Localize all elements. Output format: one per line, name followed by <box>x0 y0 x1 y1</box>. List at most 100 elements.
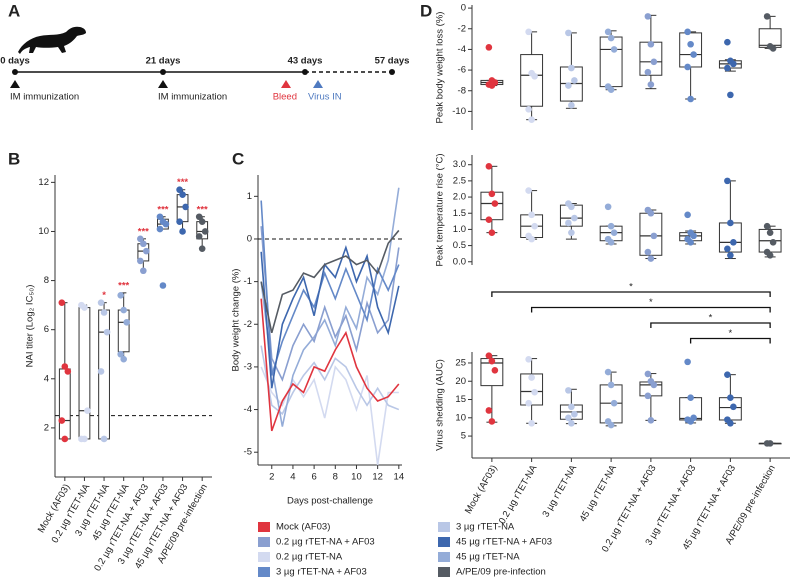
data-point <box>727 419 734 427</box>
x-tick-label: 2 <box>269 472 274 483</box>
y-axis-label: Body weight change (%) <box>231 269 242 372</box>
legend-swatch <box>438 567 450 577</box>
box <box>520 54 544 107</box>
event-label: Bleed <box>273 92 297 103</box>
ferret-icon <box>18 26 86 54</box>
data-point <box>81 435 88 443</box>
y-tick-label: 2.5 <box>453 175 466 186</box>
data-point <box>690 51 697 58</box>
data-point <box>571 77 578 84</box>
series-line <box>260 229 400 334</box>
y-tick-label: 20 <box>455 376 466 387</box>
series-line <box>260 244 400 389</box>
data-point <box>568 419 575 427</box>
y-tick-label: 1 <box>247 191 252 202</box>
data-point <box>644 13 652 20</box>
y-tick-label: -2 <box>458 23 466 34</box>
data-point <box>568 403 575 411</box>
data-point <box>724 371 731 378</box>
data-point <box>97 368 105 375</box>
legend-swatch <box>438 522 450 532</box>
data-point <box>607 222 615 230</box>
timeline-day: 21 days <box>146 56 181 67</box>
y-tick-label: 10 <box>455 412 466 423</box>
timeline-day: 0 days <box>0 56 30 67</box>
significance-label: * <box>729 328 733 339</box>
data-point <box>684 28 691 36</box>
y-tick-label: 3.0 <box>453 159 466 170</box>
data-point <box>488 82 496 89</box>
y-tick-label: 12 <box>38 177 49 188</box>
series-line <box>260 200 400 376</box>
data-point <box>488 229 496 236</box>
data-point <box>103 328 111 336</box>
data-point <box>528 116 535 123</box>
data-point <box>179 191 186 198</box>
data-point <box>491 366 499 374</box>
data-point <box>81 304 88 311</box>
x-tick-label: 0.2 µg rTET-NA <box>497 463 540 526</box>
data-point <box>176 218 183 225</box>
data-point <box>97 299 105 306</box>
series-line <box>260 345 400 416</box>
significance-label: *** <box>197 204 208 215</box>
data-point <box>198 245 206 252</box>
data-point <box>610 229 618 236</box>
data-point <box>727 394 734 401</box>
data-point <box>607 239 615 246</box>
data-point <box>120 355 127 363</box>
data-point <box>644 370 652 378</box>
data-point <box>140 267 147 275</box>
data-point <box>687 40 694 48</box>
legend-label: 3 µg rTET-NA <box>456 522 515 533</box>
data-point <box>647 255 655 262</box>
event-marker <box>10 80 20 88</box>
data-point <box>687 95 694 103</box>
event-label: Virus IN <box>308 92 342 103</box>
box <box>718 397 742 421</box>
data-point <box>727 251 734 259</box>
x-axis-label: Days post-challenge <box>287 496 373 507</box>
data-point <box>176 186 183 194</box>
data-point <box>724 64 731 72</box>
y-tick-label: 5 <box>461 431 466 442</box>
data-point <box>488 418 496 425</box>
data-point <box>123 319 130 326</box>
data-point <box>491 200 499 207</box>
data-point <box>485 352 493 359</box>
data-point <box>162 220 170 228</box>
data-point <box>607 34 615 42</box>
data-point <box>647 417 655 424</box>
data-point <box>195 213 203 221</box>
x-tick-label: Mock (AF03) <box>463 463 500 516</box>
legend-label: A/PE/09 pre-infection <box>456 567 546 578</box>
data-point <box>195 233 203 240</box>
y-tick-label: 2 <box>44 422 49 433</box>
data-point <box>84 407 91 415</box>
series-line <box>260 226 400 382</box>
data-point <box>763 13 771 20</box>
y-tick-label: 15 <box>455 394 466 405</box>
y-tick-label: -3 <box>244 361 252 372</box>
data-point <box>568 229 575 236</box>
legend-label: 45 µg rTET-NA + AF03 <box>456 537 552 548</box>
data-point <box>766 251 774 259</box>
significance-label: *** <box>157 204 168 215</box>
panel-label: B <box>8 149 20 168</box>
data-point <box>571 214 578 222</box>
data-point <box>156 213 164 221</box>
data-point <box>647 209 655 217</box>
data-point <box>607 421 615 429</box>
data-point <box>528 211 535 219</box>
data-point <box>724 245 731 253</box>
data-point <box>100 309 108 316</box>
data-point <box>607 381 615 389</box>
data-point <box>730 403 737 411</box>
timeline-dot <box>160 69 166 75</box>
legend-label: 0.2 µg rTET-NA <box>276 552 343 563</box>
y-tick-label: 4 <box>44 373 49 384</box>
data-point <box>143 247 150 255</box>
x-tick-label: 45 µg rTET-NA <box>578 463 620 524</box>
data-point <box>525 106 532 113</box>
event-marker <box>281 80 291 88</box>
